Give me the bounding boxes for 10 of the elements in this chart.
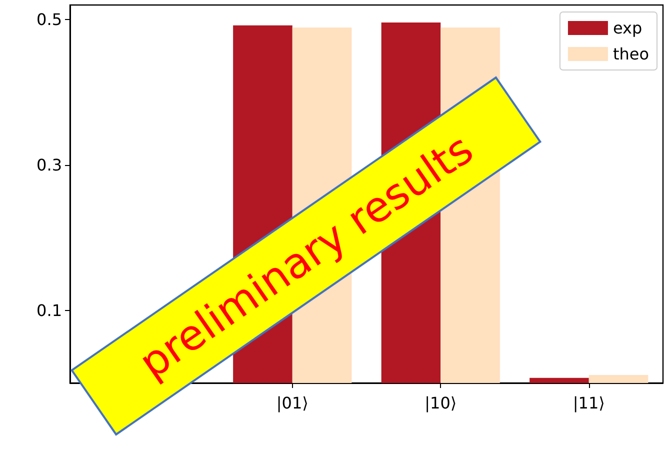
- bar: [588, 375, 648, 383]
- x-tick-label: |11⟩: [572, 394, 605, 412]
- y-tick-label: 0.5: [36, 10, 62, 30]
- legend-label: exp: [612, 18, 642, 38]
- x-tick-label: |01⟩: [276, 394, 308, 412]
- y-tick-label: 0.3: [36, 155, 62, 174]
- y-tick-label: 0.1: [36, 300, 62, 320]
- x-tick-label: |10⟩: [424, 394, 457, 412]
- bar: [530, 378, 589, 383]
- legend-label: theo: [612, 44, 649, 64]
